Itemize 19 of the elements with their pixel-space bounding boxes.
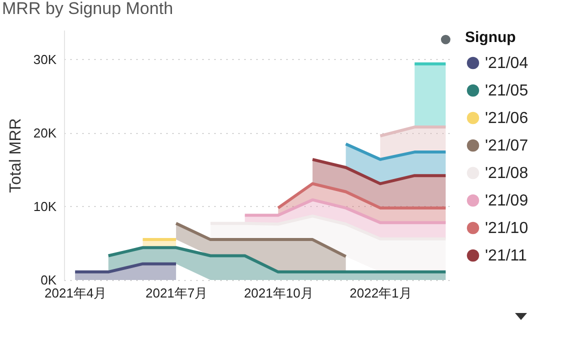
legend-label: '21/05	[485, 82, 528, 100]
legend-label: '21/11	[485, 248, 528, 264]
x-tick-label: 2021年4月	[44, 286, 107, 300]
legend-label: '21/07	[485, 138, 528, 154]
legend-label: '21/08	[485, 165, 528, 182]
y-tick-label: 0K	[40, 272, 57, 288]
legend-label: '21/09	[485, 192, 528, 210]
x-tick-label: 2022年1月	[350, 286, 412, 300]
chart-title: MRR by Signup Month	[2, 0, 174, 18]
legend-label: '21/10	[485, 220, 528, 237]
legend-label: '21/06	[485, 110, 528, 127]
legend-title: Signup	[465, 29, 516, 46]
x-tick-label: 2021年7月	[145, 286, 208, 300]
y-tick-label: 30K	[33, 52, 57, 67]
y-tick-label: 10K	[33, 198, 57, 214]
y-axis-title: Total MRR	[7, 118, 24, 193]
y-tick-label: 20K	[33, 125, 57, 140]
legend-label: '21/04	[485, 55, 528, 72]
x-tick-label: 2021年10月	[244, 286, 314, 300]
